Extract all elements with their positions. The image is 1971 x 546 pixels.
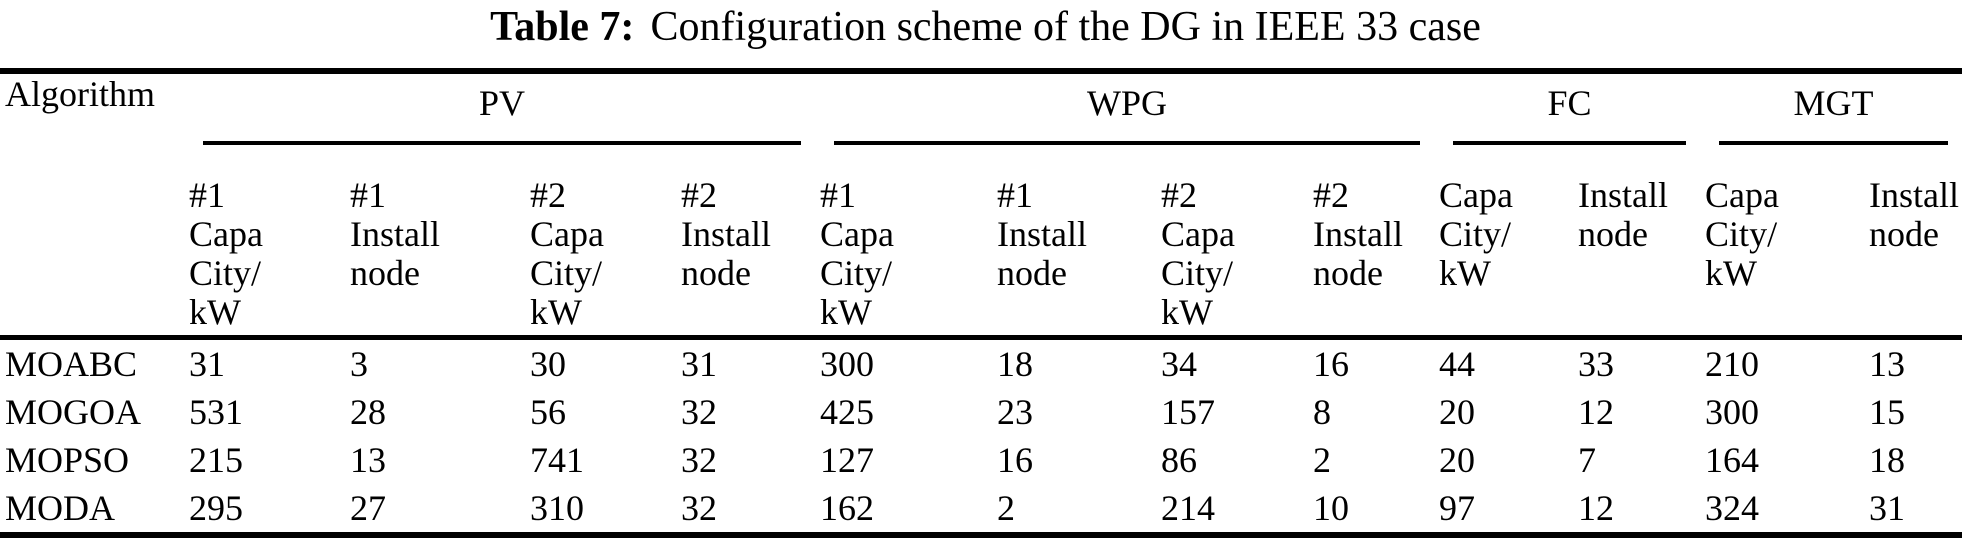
subheader-wpg2-capacity: #2 Capa City/ kW	[1156, 145, 1309, 340]
cell-moda-fc-node: 12	[1578, 487, 1615, 528]
cell-mogoa-fc-capacity: 20	[1439, 391, 1476, 432]
cell-moabc-pv1-node: 3	[350, 343, 368, 384]
cell-moda-mgt-node: 31	[1869, 487, 1906, 528]
group-label-fc: FC	[1547, 83, 1592, 123]
cell-moabc-mgt-capacity: 210	[1705, 343, 1760, 384]
cell-mopso-pv1-node: 13	[350, 439, 386, 480]
subheader-wpg1-capacity: #1 Capa City/ kW	[815, 145, 993, 340]
cell-mogoa-wpg2-node: 8	[1313, 391, 1332, 432]
cell-mopso-mgt-capacity: 164	[1705, 439, 1760, 480]
cell-mogoa-pv2-node: 32	[681, 391, 717, 432]
pv-group-rule	[203, 141, 802, 145]
cell-moda-wpg2-capacity: 214	[1161, 487, 1216, 528]
cell-moabc-pv2-node: 31	[681, 343, 717, 384]
subheader-wpg2-install-node: #2 Install node	[1308, 145, 1435, 340]
subheader-mgt-install-node: Install node	[1864, 145, 1963, 340]
cell-mogoa-mgt-node: 15	[1869, 391, 1906, 432]
cell-moabc-pv1-capacity: 31	[189, 343, 225, 384]
cell-mogoa-wpg2-capacity: 157	[1161, 391, 1216, 432]
group-label-mgt: MGT	[1793, 83, 1874, 123]
cell-mopso-wpg1-node: 16	[997, 439, 1034, 480]
group-header-mgt: MGT	[1700, 71, 1962, 145]
subheader-wpg1-install-node: #1 Install node	[992, 145, 1157, 340]
cell-moda-wpg1-capacity: 162	[820, 487, 875, 528]
cell-mopso-pv1-capacity: 215	[189, 439, 243, 480]
cell-moda-pv2-node: 32	[681, 487, 717, 528]
row-label-mopso: MOPSO	[5, 439, 130, 480]
row-label-mogoa: MOGOA	[5, 391, 142, 432]
cell-mopso-pv2-node: 32	[681, 439, 717, 480]
subheader-pv1-install-node: #1 Install node	[345, 145, 525, 340]
cell-moda-pv1-capacity: 295	[189, 487, 243, 528]
cell-mogoa-pv2-capacity: 56	[530, 391, 566, 432]
row-label-moda: MODA	[5, 487, 116, 528]
cell-mopso-mgt-node: 18	[1869, 439, 1906, 480]
table-row-mogoa: MOGOA 531 28 56 32 425 23 157 8 20 12 30…	[0, 388, 1962, 436]
cell-moabc-wpg1-capacity: 300	[820, 343, 875, 384]
cell-mogoa-pv1-node: 28	[350, 391, 386, 432]
cell-mogoa-pv1-capacity: 531	[189, 391, 243, 432]
cell-mogoa-wpg1-capacity: 425	[820, 391, 875, 432]
cell-moabc-fc-capacity: 44	[1439, 343, 1476, 384]
group-header-fc: FC	[1434, 71, 1700, 145]
group-header-pv: PV	[184, 71, 815, 145]
table-caption: Table 7: Configuration scheme of the DG i…	[0, 0, 1971, 68]
subheader-pv1-capacity: #1 Capa City/ kW	[184, 145, 345, 340]
fc-group-rule	[1453, 141, 1687, 145]
cell-mopso-pv2-capacity: 741	[530, 439, 584, 480]
subheader-fc-capacity: Capa City/ kW	[1434, 145, 1574, 340]
cell-moabc-fc-node: 33	[1578, 343, 1615, 384]
cell-moda-fc-capacity: 97	[1439, 487, 1476, 528]
subheader-mgt-capacity: Capa City/ kW	[1700, 145, 1865, 340]
cell-mopso-fc-node: 7	[1578, 439, 1597, 480]
cell-mogoa-wpg1-node: 23	[997, 391, 1034, 432]
mgt-group-rule	[1719, 141, 1949, 145]
group-header-wpg: WPG	[815, 71, 1434, 145]
cell-moda-wpg2-node: 10	[1313, 487, 1350, 528]
subheader-fc-install-node: Install node	[1573, 145, 1701, 340]
cell-moabc-pv2-capacity: 30	[530, 343, 566, 384]
table-row-moda: MODA 295 27 310 32 162 2 214 10 97 12 32…	[0, 484, 1962, 535]
cell-moda-mgt-capacity: 324	[1705, 487, 1760, 528]
table-row-moabc: MOABC 31 3 30 31 300 18 34 16 44 33 210 …	[0, 337, 1962, 388]
cell-mogoa-mgt-capacity: 300	[1705, 391, 1760, 432]
cell-moda-wpg1-node: 2	[997, 487, 1016, 528]
cell-mopso-wpg1-capacity: 127	[820, 439, 875, 480]
cell-moabc-wpg1-node: 18	[997, 343, 1034, 384]
table-caption-text: Configuration scheme of the DG in IEEE 3…	[650, 4, 1481, 50]
cell-moda-pv2-capacity: 310	[530, 487, 584, 528]
cell-moabc-wpg2-node: 16	[1313, 343, 1350, 384]
table-caption-label: Table 7:	[490, 4, 635, 50]
dg-configuration-table: Algorithm PV WPG FC MGT	[0, 68, 1963, 538]
subheader-pv2-install-node: #2 Install node	[676, 145, 816, 340]
cell-mopso-wpg2-node: 2	[1313, 439, 1332, 480]
group-header-row: Algorithm PV WPG FC MGT	[0, 71, 1962, 340]
cell-mopso-fc-capacity: 20	[1439, 439, 1476, 480]
group-label-wpg: WPG	[1087, 83, 1168, 123]
wpg-group-rule	[834, 141, 1421, 145]
column-header-algorithm: Algorithm	[0, 71, 184, 340]
cell-moabc-mgt-node: 13	[1869, 343, 1906, 384]
subheader-row: #1 Capa City/ kW #1 Install node #2 Capa…	[0, 145, 1963, 340]
group-label-pv: PV	[479, 83, 526, 123]
cell-mogoa-fc-node: 12	[1578, 391, 1615, 432]
table-row-mopso: MOPSO 215 13 741 32 127 16 86 2 20 7 164…	[0, 436, 1962, 484]
row-label-moabc: MOABC	[5, 343, 138, 384]
subheader-pv2-capacity: #2 Capa City/ kW	[525, 145, 676, 340]
cell-moabc-wpg2-capacity: 34	[1161, 343, 1198, 384]
cell-mopso-wpg2-capacity: 86	[1161, 439, 1198, 480]
cell-moda-pv1-node: 27	[350, 487, 386, 528]
